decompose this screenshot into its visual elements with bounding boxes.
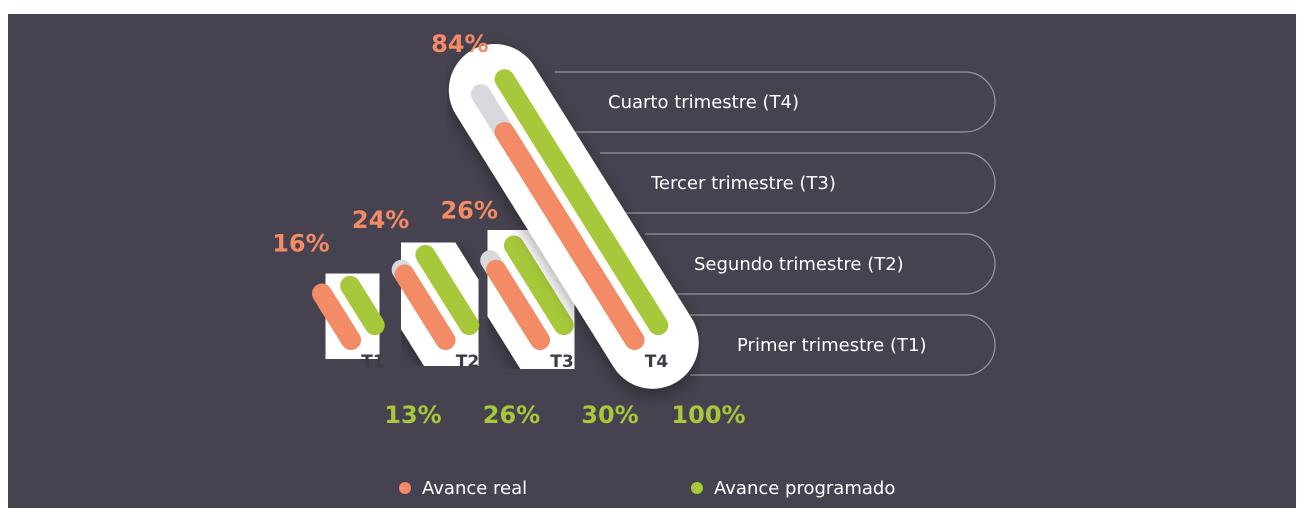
value-label: 24%	[352, 206, 409, 234]
legend-swatch	[399, 482, 411, 494]
capsule	[458, 210, 605, 389]
bar	[394, 264, 456, 350]
bar	[486, 259, 550, 350]
row-pill	[555, 71, 996, 133]
bar	[311, 283, 361, 350]
row-label: Tercer trimestre (T3)	[650, 173, 836, 194]
category-label: T4	[645, 352, 669, 372]
bar	[340, 275, 385, 336]
value-label: 13%	[384, 401, 441, 429]
value-label: 30%	[581, 401, 638, 429]
row-label: Segundo trimestre (T2)	[694, 254, 904, 275]
legend-label: Avance programado	[714, 478, 895, 499]
category-label: T3	[550, 352, 573, 372]
capsule	[369, 219, 510, 389]
value-label: 26%	[483, 401, 540, 429]
bar	[494, 122, 645, 350]
quarter-group: T4	[448, 44, 699, 389]
category-label: T1	[361, 352, 384, 372]
legend-swatch	[691, 482, 703, 494]
quarter-group: T3	[458, 210, 605, 389]
row-label: Primer trimestre (T1)	[737, 335, 926, 356]
bar	[494, 69, 669, 336]
row-pill	[600, 152, 996, 214]
row-pill	[645, 233, 996, 295]
capsule	[448, 44, 699, 389]
category-label: T2	[456, 352, 479, 372]
bar	[415, 244, 480, 336]
bar	[503, 235, 574, 336]
value-label: 26%	[440, 196, 497, 224]
value-label: 100%	[671, 401, 745, 429]
capsule	[289, 243, 416, 389]
value-label: 16%	[272, 230, 329, 258]
legend-label: Avance real	[422, 478, 527, 499]
value-label: 84%	[431, 30, 488, 58]
quarter-group: T2	[369, 219, 510, 389]
row-label: Cuarto trimestre (T4)	[608, 92, 799, 113]
row-pill	[690, 314, 996, 376]
quarter-group: T1	[289, 243, 416, 389]
